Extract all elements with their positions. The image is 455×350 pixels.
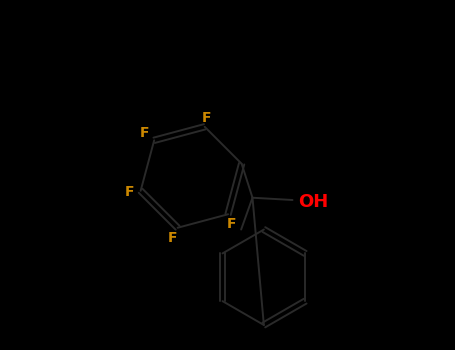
Text: F: F — [167, 231, 177, 245]
Text: F: F — [227, 217, 237, 231]
Text: OH: OH — [298, 193, 328, 211]
Text: F: F — [139, 126, 149, 140]
Text: F: F — [125, 185, 134, 199]
Text: F: F — [202, 111, 212, 125]
